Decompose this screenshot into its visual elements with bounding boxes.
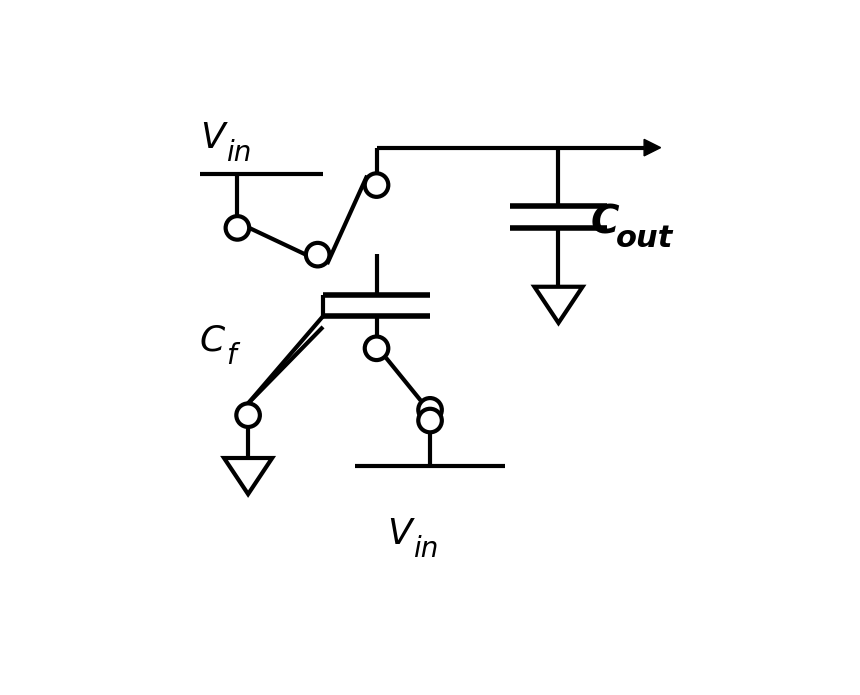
Polygon shape xyxy=(644,140,660,156)
Text: V: V xyxy=(387,516,412,550)
Text: C: C xyxy=(200,324,225,358)
Circle shape xyxy=(225,216,249,240)
Circle shape xyxy=(365,173,389,197)
Text: V: V xyxy=(200,121,224,154)
Text: in: in xyxy=(225,139,251,167)
Text: in: in xyxy=(413,535,439,563)
Polygon shape xyxy=(534,287,582,323)
Text: C: C xyxy=(591,203,619,241)
Text: f: f xyxy=(225,343,236,370)
Polygon shape xyxy=(224,458,272,494)
Circle shape xyxy=(306,243,329,266)
Text: out: out xyxy=(617,224,673,252)
Circle shape xyxy=(365,336,389,360)
Circle shape xyxy=(418,409,442,432)
Circle shape xyxy=(237,403,260,427)
Circle shape xyxy=(418,398,442,422)
